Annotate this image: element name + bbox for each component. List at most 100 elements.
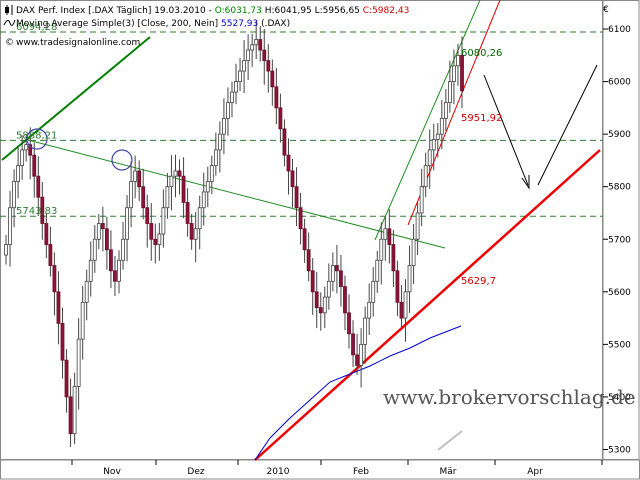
candle-body xyxy=(145,207,150,224)
candle-body xyxy=(149,223,154,240)
candle-body xyxy=(8,207,12,245)
candlestick-series xyxy=(4,21,464,447)
candle-body xyxy=(80,301,85,340)
trend-lines xyxy=(1,0,601,461)
candle-body xyxy=(84,280,89,303)
candle-body xyxy=(306,249,311,272)
candle-body xyxy=(222,117,226,135)
candle-body xyxy=(395,270,400,303)
arrow-down-leg xyxy=(483,74,529,186)
candle-body xyxy=(274,86,279,109)
candle-body xyxy=(36,175,41,198)
candle-body xyxy=(125,207,129,240)
candle-body xyxy=(193,228,198,240)
candle-body xyxy=(141,186,146,209)
hdr1-segment: DAX Perf. Index [.DAX Täglich] 19.03.201… xyxy=(16,6,215,16)
candle-body xyxy=(302,228,307,251)
candle-body xyxy=(379,238,384,261)
candle-body xyxy=(181,175,186,203)
candle-body xyxy=(169,175,174,188)
candle-body xyxy=(88,259,93,282)
y-tick-label: 5900 xyxy=(608,130,631,140)
candle-body xyxy=(460,54,464,92)
candle-body xyxy=(242,60,246,72)
candle-icon xyxy=(5,5,13,15)
candle-body xyxy=(318,307,323,314)
ma-icon xyxy=(3,19,16,26)
candle-body xyxy=(205,181,210,193)
candle-body xyxy=(161,207,166,235)
candle-body xyxy=(435,133,440,140)
candle-body xyxy=(298,207,303,230)
candle-body xyxy=(351,333,355,356)
candle-body xyxy=(109,249,113,272)
candle-body xyxy=(185,202,190,224)
candle-body xyxy=(415,212,420,240)
candle-body xyxy=(60,322,65,361)
candle-body xyxy=(270,70,275,88)
candle-body xyxy=(375,259,380,282)
candle-body xyxy=(431,138,436,151)
y-tick-label: 5800 xyxy=(608,183,631,193)
candle-body xyxy=(32,154,37,177)
candle-body xyxy=(452,65,456,82)
candle-body xyxy=(68,396,73,435)
candle-body xyxy=(246,49,251,61)
moving-average-200-line xyxy=(254,325,462,461)
hdr1-segment: H:6041,95 L:5956,65 xyxy=(262,6,363,16)
candle-body xyxy=(383,228,388,240)
candle-body xyxy=(447,81,452,104)
candle-body xyxy=(129,181,133,209)
candle-body xyxy=(48,244,53,266)
candle-body xyxy=(314,291,319,308)
candle-body xyxy=(197,207,202,230)
y-tick-label: 5500 xyxy=(608,340,631,350)
level-labels: 6094,28 5888,21 5743,83 xyxy=(16,22,57,217)
candle-body xyxy=(44,223,49,245)
candle-body xyxy=(322,296,327,314)
candle-body xyxy=(423,165,428,188)
candle-body xyxy=(282,128,287,156)
candle-body xyxy=(310,270,315,293)
copyright-icon: © xyxy=(5,38,14,48)
green-channel-line xyxy=(27,139,446,249)
candle-body xyxy=(24,144,29,151)
candle-body xyxy=(230,91,234,104)
candle-body xyxy=(427,149,432,167)
header-line-3: www.tradesignalonline.com xyxy=(16,38,140,48)
candle-body xyxy=(12,181,16,209)
candle-body xyxy=(387,228,392,245)
candle-body xyxy=(326,280,331,298)
candle-body xyxy=(72,386,77,435)
y-tick-label: 5700 xyxy=(608,235,631,245)
level-label: 5888,21 xyxy=(16,130,57,141)
y-tick-label: 5300 xyxy=(608,445,631,455)
candle-body xyxy=(391,244,396,272)
candle-body xyxy=(443,102,448,119)
candle-body xyxy=(258,39,263,51)
pivot-markers xyxy=(26,128,133,171)
hdr2-segment: 5527,93 xyxy=(221,19,258,29)
candle-body xyxy=(121,238,125,261)
level-label: 6094,28 xyxy=(16,22,57,33)
candle-body xyxy=(254,39,259,46)
candle-body xyxy=(113,270,117,282)
candle-body xyxy=(335,265,339,272)
candle-body xyxy=(157,233,162,245)
pivot-circle-2 xyxy=(111,149,133,171)
candle-body xyxy=(371,280,376,303)
candle-body xyxy=(399,301,404,319)
candle-body xyxy=(250,44,255,51)
x-tick-label: Feb xyxy=(353,467,369,477)
level-label: 5743,83 xyxy=(16,206,57,217)
candle-body xyxy=(278,107,283,130)
candle-body xyxy=(209,165,214,182)
hdr2-segment: (.DAX) xyxy=(258,19,290,29)
candle-body xyxy=(407,265,412,293)
candle-body xyxy=(238,70,242,82)
right-axis-panel xyxy=(602,0,640,460)
candle-body xyxy=(330,265,335,282)
candle-body xyxy=(286,154,291,172)
candle-body xyxy=(343,286,347,314)
candle-body xyxy=(100,223,105,230)
